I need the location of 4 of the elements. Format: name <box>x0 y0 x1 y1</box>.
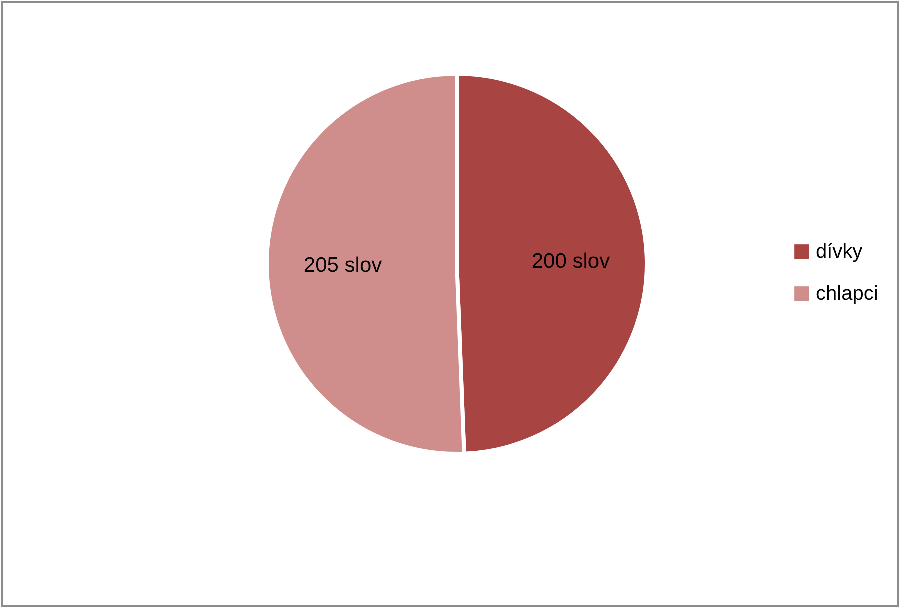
legend-label: dívky <box>816 241 863 263</box>
data-label: 205 slov <box>304 254 383 278</box>
data-label: 200 slov <box>532 250 611 273</box>
legend-label: chlapci <box>816 283 878 305</box>
